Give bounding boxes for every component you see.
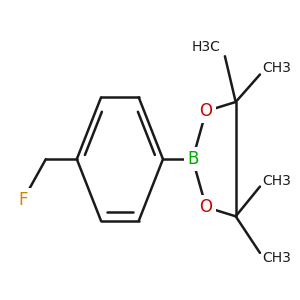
Text: CH3: CH3 (262, 174, 291, 188)
Text: CH3: CH3 (262, 251, 291, 266)
Text: B: B (187, 150, 198, 168)
Text: O: O (200, 102, 213, 120)
Text: F: F (18, 191, 28, 209)
Text: CH3: CH3 (262, 61, 291, 75)
Text: H3C: H3C (191, 40, 220, 54)
Text: O: O (200, 198, 213, 216)
